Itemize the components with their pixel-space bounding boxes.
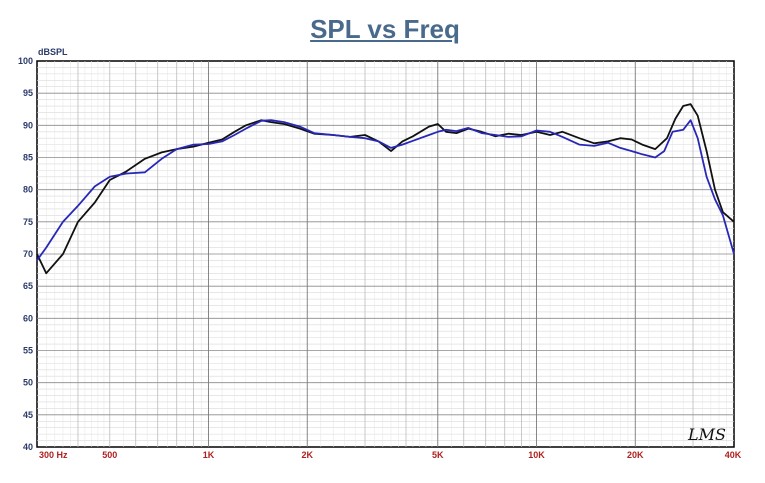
- y-tick-label: 80: [23, 185, 33, 195]
- x-tick-label: 10K: [528, 450, 545, 460]
- y-tick-label: 90: [23, 120, 33, 130]
- chart-title: SPL vs Freq: [310, 14, 460, 44]
- x-tick-label: 40K: [725, 450, 742, 460]
- lms-logo: LMS: [687, 425, 726, 444]
- y-tick-label: 45: [23, 410, 33, 420]
- series-layer: [36, 103, 735, 275]
- x-tick-label: 5K: [432, 450, 444, 460]
- y-tick-label: 70: [23, 249, 33, 259]
- y-axis-label: dBSPL: [38, 47, 68, 57]
- grid-major: [37, 61, 734, 447]
- x-tick-label: 2K: [301, 450, 313, 460]
- y-tick-label: 95: [23, 88, 33, 98]
- x-tick-labels: 300 Hz 500 1K 2K 5K 10K 20K 40K: [39, 450, 742, 460]
- y-tick-label: 40: [23, 442, 33, 452]
- y-tick-labels: 100 95 90 85 80 75 70 65 60 55 50 45 40: [18, 56, 33, 452]
- y-tick-label: 65: [23, 281, 33, 291]
- y-tick-label: 50: [23, 378, 33, 388]
- x-tick-label: 20K: [627, 450, 644, 460]
- y-tick-label: 75: [23, 217, 33, 227]
- x-tick-label: 300 Hz: [39, 450, 68, 460]
- x-tick-label: 1K: [203, 450, 215, 460]
- y-tick-label: 55: [23, 346, 33, 356]
- series-line-2: [36, 119, 735, 261]
- y-tick-label: 100: [18, 56, 33, 66]
- x-tick-label: 500: [102, 450, 117, 460]
- y-tick-label: 60: [23, 313, 33, 323]
- y-tick-label: 85: [23, 153, 33, 163]
